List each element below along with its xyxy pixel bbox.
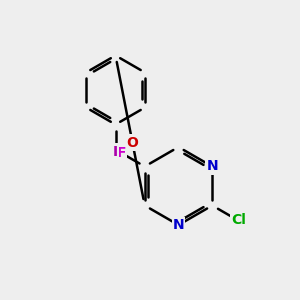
Text: N: N — [206, 160, 218, 173]
Text: I: I — [113, 145, 118, 158]
Text: N: N — [173, 218, 184, 232]
Text: Cl: Cl — [231, 214, 246, 227]
Text: O: O — [127, 136, 138, 149]
Text: F: F — [117, 146, 126, 160]
